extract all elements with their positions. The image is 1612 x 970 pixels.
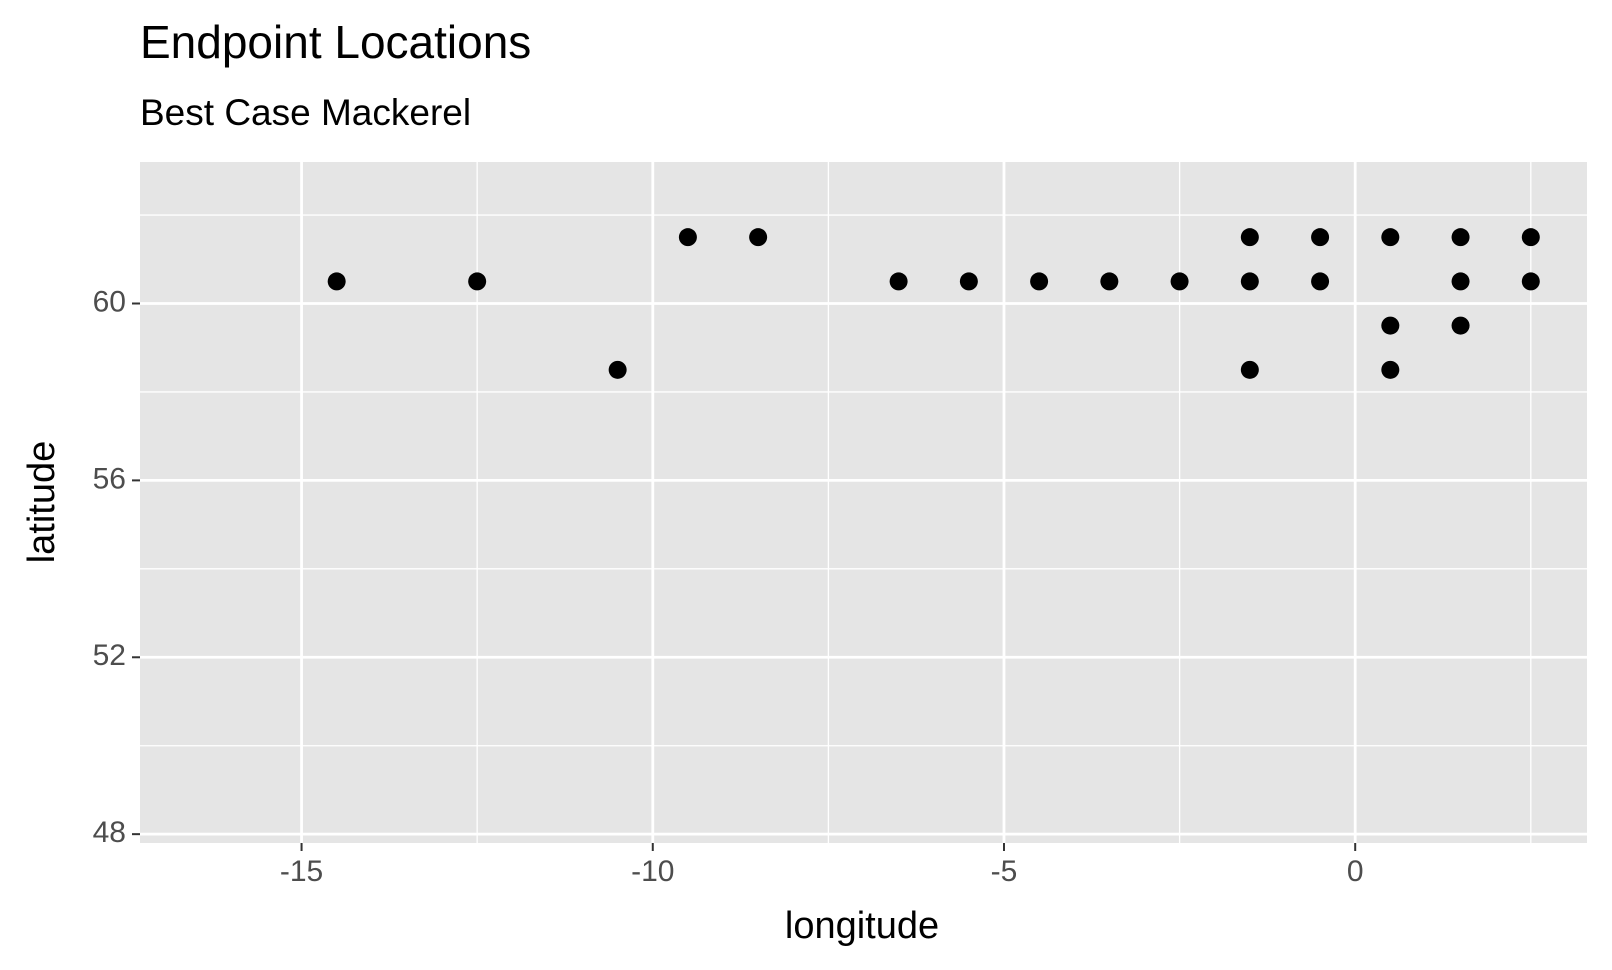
y-tick-label: 60 — [93, 285, 126, 318]
point — [468, 272, 487, 291]
point — [1170, 272, 1189, 291]
point — [889, 272, 908, 291]
point — [1100, 272, 1119, 291]
point — [1240, 228, 1259, 247]
point — [1451, 316, 1470, 335]
point — [1311, 228, 1330, 247]
x-tick-label: 0 — [1347, 855, 1364, 888]
x-tick-label: -5 — [991, 855, 1018, 888]
point — [327, 272, 346, 291]
point — [1381, 316, 1400, 335]
point — [749, 228, 768, 247]
point — [1381, 228, 1400, 247]
point — [1240, 272, 1259, 291]
point — [1311, 272, 1330, 291]
chart-subtitle: Best Case Mackerel — [140, 92, 471, 133]
y-tick-label: 52 — [93, 639, 126, 672]
point — [608, 360, 627, 379]
point — [1240, 360, 1259, 379]
y-axis-title: latitude — [21, 441, 63, 564]
y-tick-label: 56 — [93, 462, 126, 495]
point — [1521, 228, 1540, 247]
point — [1521, 272, 1540, 291]
point — [1030, 272, 1049, 291]
x-tick-label: -10 — [631, 855, 674, 888]
x-tick-label: -15 — [280, 855, 323, 888]
point — [678, 228, 697, 247]
plot-panel — [140, 162, 1587, 843]
point — [959, 272, 978, 291]
chart-title: Endpoint Locations — [140, 16, 531, 68]
x-axis-title: longitude — [785, 905, 939, 947]
y-tick-label: 48 — [93, 816, 126, 849]
point — [1451, 272, 1470, 291]
point — [1451, 228, 1470, 247]
point — [1381, 360, 1400, 379]
